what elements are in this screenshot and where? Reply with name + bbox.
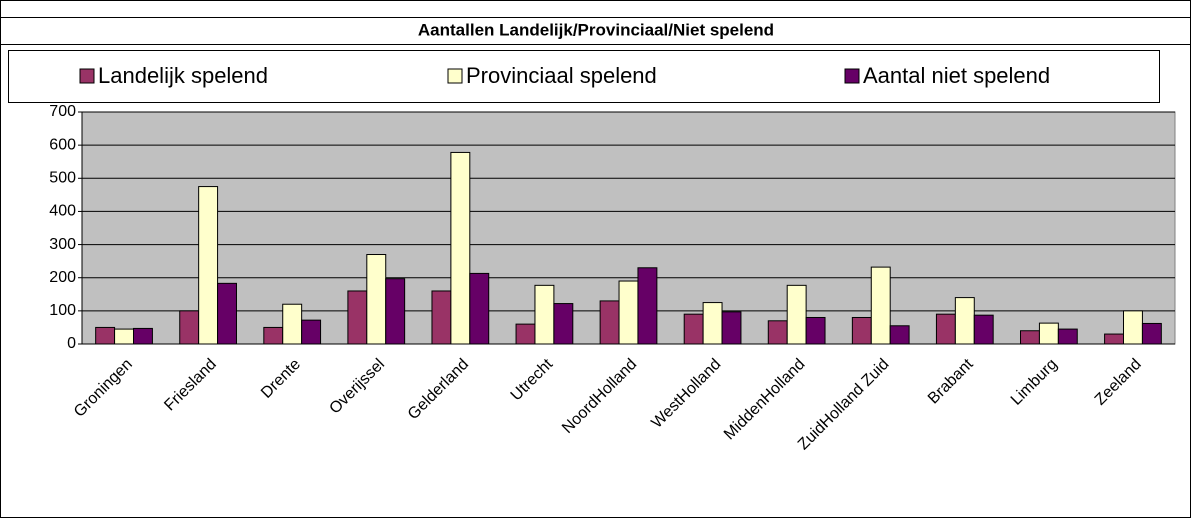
y-tick-label: 500	[49, 170, 76, 187]
bar	[786, 284, 807, 345]
bar	[217, 282, 237, 345]
legend-label: Aantal niet spelend	[863, 63, 1050, 88]
bar	[263, 326, 284, 345]
bar	[870, 266, 891, 345]
bar	[1123, 310, 1143, 345]
bar	[553, 303, 574, 345]
bar	[347, 290, 368, 345]
chart-title: Aantallen Landelijk/Provinciaal/Niet spe…	[418, 20, 774, 39]
bar	[889, 325, 910, 345]
bar	[1038, 322, 1059, 345]
title-box	[0, 17, 1191, 45]
bar	[179, 310, 200, 345]
bar	[385, 278, 406, 345]
y-tick-label: 300	[49, 236, 76, 253]
bar	[450, 151, 471, 345]
bar	[515, 323, 536, 345]
bar	[282, 303, 303, 345]
bar	[721, 311, 742, 345]
legend-swatch	[844, 68, 860, 84]
bar	[114, 328, 134, 345]
bar	[805, 316, 826, 345]
bar	[935, 313, 956, 345]
bar	[954, 297, 975, 345]
y-tick-label: 600	[49, 136, 76, 153]
bar	[637, 267, 658, 345]
y-tick-label: 100	[49, 302, 76, 319]
legend-box	[8, 50, 1160, 103]
y-tick-label: 0	[67, 335, 76, 352]
bar	[301, 319, 322, 345]
bar	[431, 290, 452, 345]
bar	[1141, 322, 1162, 345]
bar	[132, 327, 153, 345]
bar	[95, 326, 116, 345]
bar	[1057, 328, 1078, 345]
bar	[469, 272, 490, 345]
bar	[702, 302, 723, 345]
y-tick-label: 400	[49, 203, 76, 220]
bar	[851, 316, 872, 345]
bar	[599, 300, 620, 345]
bar	[973, 314, 994, 345]
legend-swatch	[79, 68, 95, 84]
bar	[767, 320, 788, 345]
bar	[618, 280, 639, 345]
y-tick-label: 200	[49, 269, 76, 286]
bar	[534, 284, 555, 345]
bar	[1020, 330, 1040, 345]
bar	[366, 254, 387, 345]
legend-swatch	[447, 68, 463, 84]
legend-label: Landelijk spelend	[98, 63, 268, 88]
legend-label: Provinciaal spelend	[466, 63, 657, 88]
bar	[1104, 333, 1125, 345]
bar	[198, 186, 219, 345]
bar	[683, 313, 704, 345]
y-tick-label: 700	[49, 103, 76, 120]
